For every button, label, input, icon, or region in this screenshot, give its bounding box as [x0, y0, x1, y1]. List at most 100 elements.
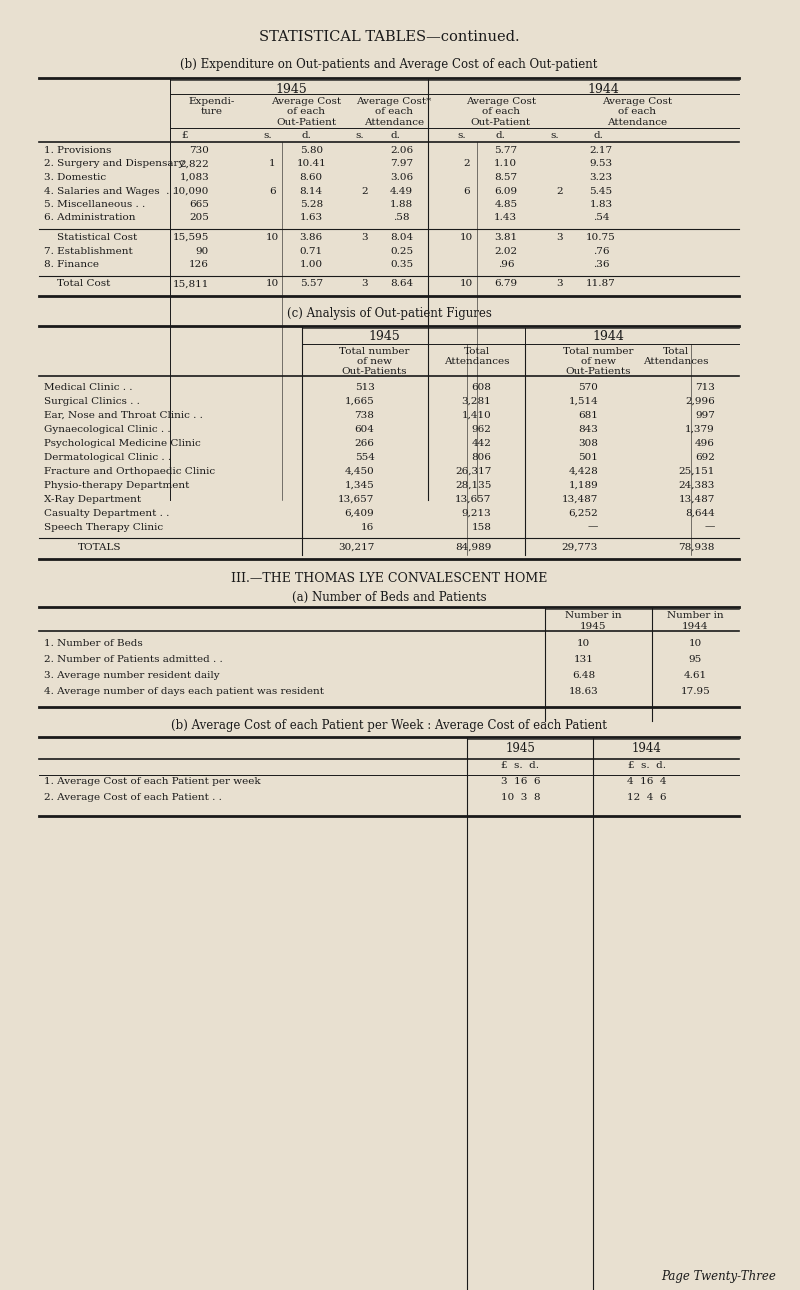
Text: s.: s. [263, 132, 272, 141]
Text: 84,989: 84,989 [455, 543, 491, 552]
Text: 8.64: 8.64 [390, 280, 414, 289]
Text: 95: 95 [689, 654, 702, 663]
Text: 3.06: 3.06 [390, 173, 414, 182]
Text: 3: 3 [556, 280, 562, 289]
Text: 4,428: 4,428 [569, 467, 598, 476]
Text: 8.04: 8.04 [390, 233, 414, 243]
Text: 1. Provisions: 1. Provisions [44, 146, 111, 155]
Text: 126: 126 [190, 261, 209, 270]
Text: 6: 6 [269, 187, 276, 196]
Text: 6,409: 6,409 [345, 508, 374, 517]
Text: TOTALS: TOTALS [78, 543, 122, 552]
Text: Statistical Cost: Statistical Cost [44, 233, 137, 243]
Text: 2: 2 [556, 187, 562, 196]
Text: 1,189: 1,189 [569, 480, 598, 489]
Text: 9.53: 9.53 [590, 160, 613, 169]
Text: 6,252: 6,252 [569, 508, 598, 517]
Text: 1. Average Cost of each Patient per week: 1. Average Cost of each Patient per week [44, 778, 260, 787]
Text: 1.63: 1.63 [300, 214, 323, 222]
Text: 2.02: 2.02 [494, 246, 518, 255]
Text: 0.35: 0.35 [390, 261, 414, 270]
Text: 9,213: 9,213 [462, 508, 491, 517]
Text: 3. Domestic: 3. Domestic [44, 173, 106, 182]
Text: —: — [705, 522, 715, 531]
Text: 1: 1 [269, 160, 276, 169]
Text: £: £ [182, 132, 188, 141]
Text: s.: s. [355, 132, 364, 141]
Text: 738: 738 [354, 410, 374, 419]
Text: (a) Number of Beds and Patients: (a) Number of Beds and Patients [292, 591, 486, 604]
Text: 2: 2 [463, 160, 470, 169]
Text: 10: 10 [266, 280, 279, 289]
Text: 843: 843 [578, 424, 598, 433]
Text: Average Cost
of each
Attendance: Average Cost of each Attendance [602, 97, 672, 126]
Text: 1,410: 1,410 [462, 410, 491, 419]
Text: (c) Analysis of Out-patient Figures: (c) Analysis of Out-patient Figures [286, 307, 491, 320]
Text: 4.61: 4.61 [684, 671, 707, 680]
Text: 3. Average number resident daily: 3. Average number resident daily [44, 671, 219, 680]
Text: .36: .36 [593, 261, 610, 270]
Text: 26,317: 26,317 [455, 467, 491, 476]
Text: .76: .76 [593, 246, 610, 255]
Text: STATISTICAL TABLES—continued.: STATISTICAL TABLES—continued. [258, 30, 519, 44]
Text: 8,644: 8,644 [685, 508, 715, 517]
Text: 3: 3 [362, 280, 368, 289]
Text: 1,083: 1,083 [179, 173, 209, 182]
Text: (b) Expenditure on Out-patients and Average Cost of each Out-patient: (b) Expenditure on Out-patients and Aver… [180, 58, 598, 71]
Text: 12  4  6: 12 4 6 [627, 793, 666, 802]
Text: 1,665: 1,665 [345, 396, 374, 405]
Text: 30,217: 30,217 [338, 543, 374, 552]
Text: 6. Administration: 6. Administration [44, 214, 135, 222]
Text: 681: 681 [578, 410, 598, 419]
Text: 554: 554 [354, 453, 374, 462]
Text: 5. Miscellaneous . .: 5. Miscellaneous . . [44, 200, 145, 209]
Text: 3.23: 3.23 [590, 173, 613, 182]
Text: 10: 10 [460, 233, 474, 243]
Text: Fracture and Orthopaedic Clinic: Fracture and Orthopaedic Clinic [44, 467, 215, 476]
Text: .58: .58 [394, 214, 410, 222]
Text: 4.85: 4.85 [494, 200, 518, 209]
Text: 997: 997 [695, 410, 715, 419]
Text: 10: 10 [460, 280, 474, 289]
Text: 5.80: 5.80 [300, 146, 323, 155]
Text: Average Cost*
of each
Attendance: Average Cost* of each Attendance [356, 97, 431, 126]
Text: 10: 10 [689, 639, 702, 648]
Text: 442: 442 [471, 439, 491, 448]
Text: 6.79: 6.79 [494, 280, 518, 289]
Text: 2. Number of Patients admitted . .: 2. Number of Patients admitted . . [44, 654, 222, 663]
Text: 3.86: 3.86 [300, 233, 323, 243]
Text: Total Cost: Total Cost [44, 280, 110, 289]
Text: 1944: 1944 [587, 83, 619, 95]
Text: 13,657: 13,657 [455, 494, 491, 503]
Text: d.: d. [391, 132, 401, 141]
Text: 5.28: 5.28 [300, 200, 323, 209]
Text: 8.57: 8.57 [494, 173, 518, 182]
Text: 8.60: 8.60 [300, 173, 323, 182]
Text: 4. Salaries and Wages  . .: 4. Salaries and Wages . . [44, 187, 176, 196]
Text: 205: 205 [190, 214, 209, 222]
Text: 2,822: 2,822 [179, 160, 209, 169]
Text: 1.10: 1.10 [494, 160, 518, 169]
Text: 713: 713 [695, 383, 715, 391]
Text: 806: 806 [471, 453, 491, 462]
Text: 1.83: 1.83 [590, 200, 613, 209]
Text: 8. Finance: 8. Finance [44, 261, 98, 270]
Text: £  s.  d.: £ s. d. [628, 761, 666, 770]
Text: 3,281: 3,281 [462, 396, 491, 405]
Text: 6.09: 6.09 [494, 187, 518, 196]
Text: 0.25: 0.25 [390, 246, 414, 255]
Text: 13,657: 13,657 [338, 494, 374, 503]
Text: 2. Average Cost of each Patient . .: 2. Average Cost of each Patient . . [44, 793, 222, 802]
Text: Psychological Medicine Clinic: Psychological Medicine Clinic [44, 439, 201, 448]
Text: Medical Clinic . .: Medical Clinic . . [44, 383, 132, 391]
Text: 15,595: 15,595 [173, 233, 209, 243]
Text: 28,135: 28,135 [455, 480, 491, 489]
Text: 6.48: 6.48 [572, 671, 595, 680]
Text: 10: 10 [577, 639, 590, 648]
Text: Dermatological Clinic . .: Dermatological Clinic . . [44, 453, 171, 462]
Text: Number in
1945: Number in 1945 [565, 611, 622, 631]
Text: 4,450: 4,450 [345, 467, 374, 476]
Text: 7.97: 7.97 [390, 160, 414, 169]
Text: 604: 604 [354, 424, 374, 433]
Text: Page Twenty-Three: Page Twenty-Three [662, 1269, 776, 1284]
